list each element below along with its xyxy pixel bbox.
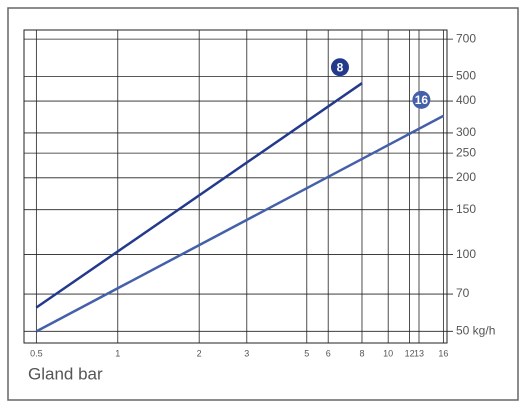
x-tick-label: 2 [197, 348, 202, 358]
x-tick-label: 16 [438, 348, 448, 358]
line [35, 82, 363, 309]
x-tick-label: 12 [405, 348, 415, 358]
y-tick-label: 250 [456, 145, 476, 159]
x-tick-label: 1 [115, 348, 120, 358]
y-tick-label: 300 [456, 125, 476, 139]
legend-marker [330, 58, 349, 77]
x-tick-label: 0.5 [30, 348, 43, 358]
legend-marker [412, 90, 431, 109]
legend-label: 16 [415, 93, 429, 107]
x-tick-label: 5 [304, 348, 309, 358]
x-tick-label: 10 [383, 348, 393, 358]
y-tick-label: 70 [456, 286, 470, 300]
y-tick-label: 150 [456, 202, 476, 216]
line [35, 114, 444, 333]
x-tick-label: 3 [244, 348, 249, 358]
y-tick-label: 500 [456, 69, 476, 83]
x-tick-label: 13 [414, 348, 424, 358]
y-tick-label: 700 [456, 31, 476, 45]
y-tick-label: 50 kg/h [456, 324, 495, 338]
frame [7, 7, 519, 401]
y-tick-label: 400 [456, 93, 476, 107]
legend-label: 8 [337, 60, 344, 74]
y-tick-label: 200 [456, 170, 476, 184]
x-tick-label: 8 [359, 348, 364, 358]
x-tick-label: 6 [326, 348, 331, 358]
plot-area [23, 29, 448, 344]
y-tick-label: 100 [456, 247, 476, 261]
x-axis-label: Gland bar [28, 364, 103, 383]
